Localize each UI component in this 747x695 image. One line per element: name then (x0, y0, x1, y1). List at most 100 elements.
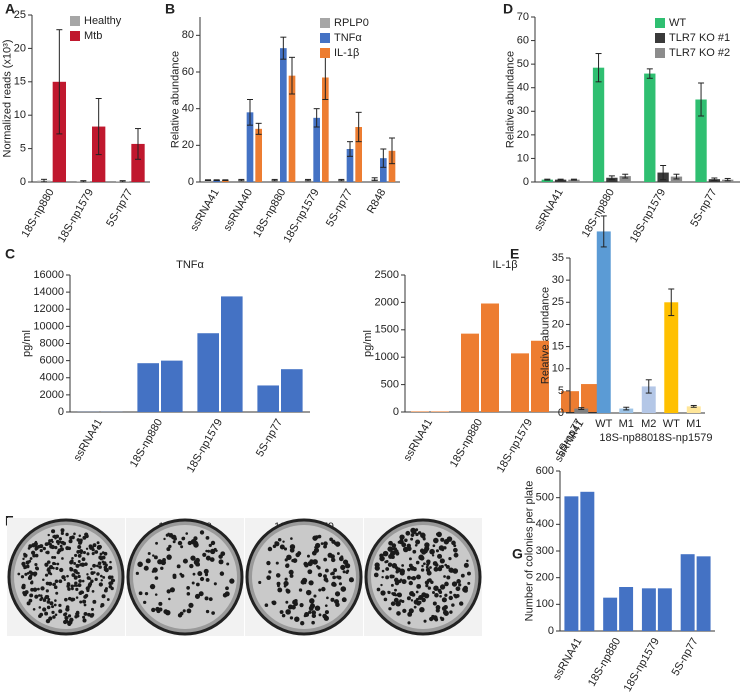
colony (453, 547, 458, 553)
colony (104, 567, 109, 573)
colony (90, 571, 95, 575)
colony (289, 544, 296, 550)
colony (382, 550, 389, 557)
colony (177, 613, 183, 618)
colony (143, 600, 147, 605)
y-axis-label: Relative abundance (170, 51, 182, 148)
colony (81, 579, 85, 583)
colony (93, 543, 97, 547)
error-bar (371, 177, 378, 182)
colony (205, 536, 210, 540)
colony (36, 587, 40, 591)
colony (48, 539, 52, 543)
x-tick-label: M1 (686, 418, 701, 430)
colony (90, 607, 94, 611)
colony (166, 547, 171, 552)
colony (74, 581, 78, 585)
colony (401, 564, 405, 567)
colony (331, 557, 336, 563)
bar (695, 99, 707, 182)
colony (391, 543, 397, 548)
colony (94, 577, 98, 581)
colony (284, 558, 288, 562)
colony (425, 565, 429, 569)
colony (52, 567, 55, 570)
colony (313, 547, 320, 553)
colony (186, 608, 192, 614)
colony (158, 601, 163, 606)
colony (34, 553, 39, 558)
bar (431, 411, 449, 412)
colony (51, 555, 55, 559)
colony (283, 547, 288, 551)
colony (30, 587, 34, 592)
colony (399, 534, 405, 540)
y-axis-label: Relative abundance (540, 287, 552, 384)
x-tick-label: 18S-np880 (128, 417, 165, 470)
colony (407, 567, 411, 572)
colony (189, 563, 194, 569)
colony (402, 608, 407, 614)
colony (42, 607, 47, 612)
colony (196, 562, 201, 567)
colony (315, 542, 321, 549)
colony (433, 537, 439, 544)
colony (402, 546, 409, 553)
colony (26, 571, 30, 575)
colony (440, 537, 445, 542)
colony (199, 530, 205, 535)
colony (31, 543, 36, 548)
colony (323, 544, 327, 549)
panel-label: C (5, 246, 15, 262)
colony (277, 584, 280, 588)
x-tick-label: 18S-np1579 (185, 417, 225, 475)
colony (181, 536, 186, 541)
colony (144, 592, 149, 596)
colony (411, 529, 417, 535)
colony (75, 571, 79, 575)
y-tick-label: 25 (14, 9, 26, 21)
colony (434, 592, 439, 598)
colony (388, 554, 393, 559)
bar (213, 180, 220, 182)
colony (55, 534, 60, 539)
colony (198, 591, 204, 597)
bar (644, 73, 656, 182)
colony (205, 549, 208, 553)
colony (292, 599, 298, 606)
x-tick-label: 5S-np77 (254, 417, 285, 459)
colony (60, 528, 65, 533)
colony (466, 559, 469, 563)
colony (432, 544, 436, 548)
colony (32, 587, 38, 592)
colony (323, 541, 328, 546)
colony (313, 594, 317, 598)
error-bar (622, 173, 629, 179)
panel-label: D (503, 1, 513, 17)
x-tick-label: ssRNA41 (532, 187, 566, 233)
colony (80, 562, 84, 567)
colony (289, 616, 294, 620)
colony (34, 594, 39, 599)
panel-label: G (512, 546, 523, 562)
error-bar (95, 98, 102, 156)
colony (324, 604, 328, 608)
colony (60, 531, 64, 535)
legend-label: Mtb (84, 30, 102, 42)
y-tick-label: 80 (182, 29, 194, 41)
error-bar (289, 56, 295, 95)
colony (58, 537, 62, 541)
x-tick-label: 18S-np880 (586, 636, 623, 689)
colony (104, 587, 108, 591)
colony (290, 537, 293, 540)
y-tick-label: 60 (182, 66, 194, 78)
colony (28, 559, 32, 563)
colony (317, 572, 323, 578)
error-bar (205, 179, 211, 182)
bar (161, 360, 183, 412)
colony (398, 539, 404, 545)
colony (73, 532, 76, 536)
error-bar (600, 215, 607, 248)
colony (388, 607, 392, 611)
